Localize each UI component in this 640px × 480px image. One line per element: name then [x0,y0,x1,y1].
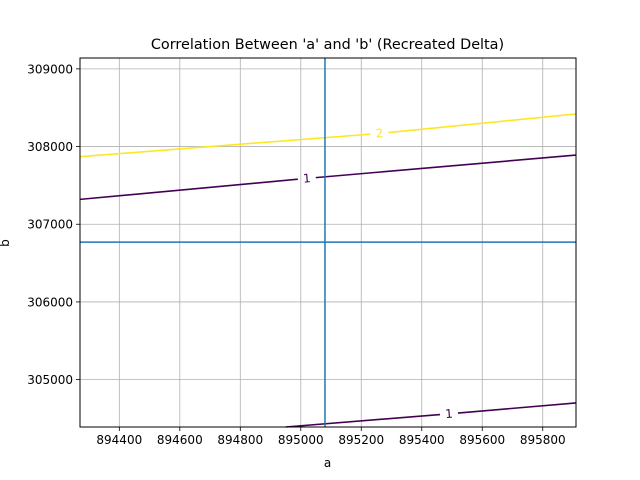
y-tick-label: 307000 [27,218,73,232]
chart-title: Correlation Between 'a' and 'b' (Recreat… [151,37,504,53]
contour-level-label: 2 [375,126,384,141]
axis-ticks: 894400 894600 894800 895000 895200 895400 8956… [27,62,565,447]
contour-line-segment [457,402,577,414]
contour-line-segment [285,413,441,428]
y-tick-label: 309000 [27,62,73,76]
contour-line-segment [388,113,577,134]
x-tick-label: 894600 [157,433,203,447]
x-tick-label: 895600 [459,433,505,447]
x-tick-label: 895400 [399,433,445,447]
y-axis-label: b [0,239,12,247]
y-tick-label: 306000 [27,295,73,309]
x-tick-label: 894800 [217,433,263,447]
x-axis-label: a [324,456,331,470]
contour-line-segment [79,178,298,201]
contour-line-segment [315,154,577,179]
contour-line-segment [79,133,371,158]
y-tick-label: 305000 [27,373,73,387]
x-tick-label: 894400 [96,433,142,447]
x-tick-label: 895800 [520,433,566,447]
y-tick-label: 308000 [27,140,73,154]
x-tick-label: 895000 [278,433,324,447]
contour-level-label: 1 [445,407,454,422]
plot-frame [79,57,577,428]
x-tick-label: 895200 [338,433,384,447]
contour-level-label: 1 [302,171,311,186]
reference-lines [80,58,576,427]
contour-lines: 2 1 1 [79,113,577,428]
